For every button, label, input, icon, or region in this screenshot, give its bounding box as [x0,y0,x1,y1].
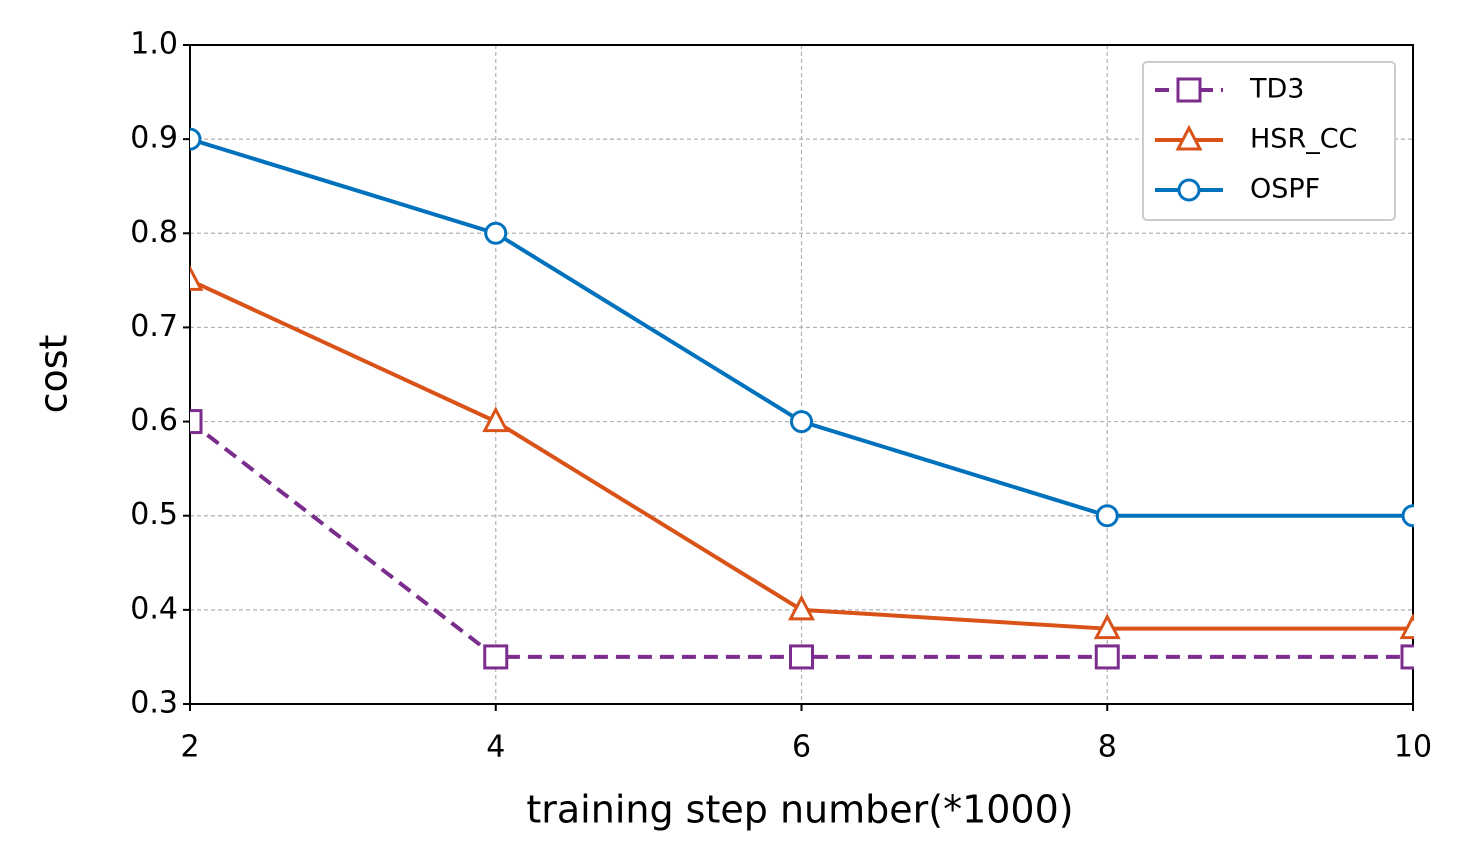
legend-label: OSPF [1250,174,1320,205]
y-tick-label: 0.8 [130,215,178,250]
x-tick-label: 6 [792,730,811,765]
marker [483,644,509,670]
x-tick-label: 2 [180,730,199,765]
marker [484,221,508,245]
marker [1093,613,1121,640]
marker [1400,644,1414,670]
marker [1177,178,1201,202]
marker [190,409,203,435]
marker [790,410,813,434]
y-tick-label: 0.3 [130,686,178,721]
marker [1399,613,1414,640]
x-tick-label: 10 [1394,730,1432,765]
marker [1095,504,1119,528]
marker [1401,504,1414,528]
y-tick-label: 0.5 [130,497,178,532]
marker [190,127,202,151]
marker [1094,644,1120,670]
y-tick-label: 1.0 [130,27,178,62]
plot-area [190,127,1414,670]
marker [788,594,815,621]
y-tick-label: 0.9 [130,121,178,156]
y-tick-label: 0.4 [130,591,178,626]
y-tick-label: 0.7 [130,309,178,344]
legend-label: TD3 [1249,74,1304,105]
x-tick-label: 4 [486,730,505,765]
marker [482,406,510,433]
marker [789,644,814,670]
x-axis-label: training step number(*1000) [526,788,1073,832]
marker [1175,124,1203,151]
marker [190,265,204,291]
marker [1176,77,1202,103]
legend-box [1142,61,1396,221]
y-axis-label: cost [32,335,76,414]
legend-label: HSR_CC [1250,124,1357,155]
x-tick-label: 8 [1098,730,1117,765]
y-tick-label: 0.6 [130,403,178,438]
plot-frame [189,44,1414,705]
